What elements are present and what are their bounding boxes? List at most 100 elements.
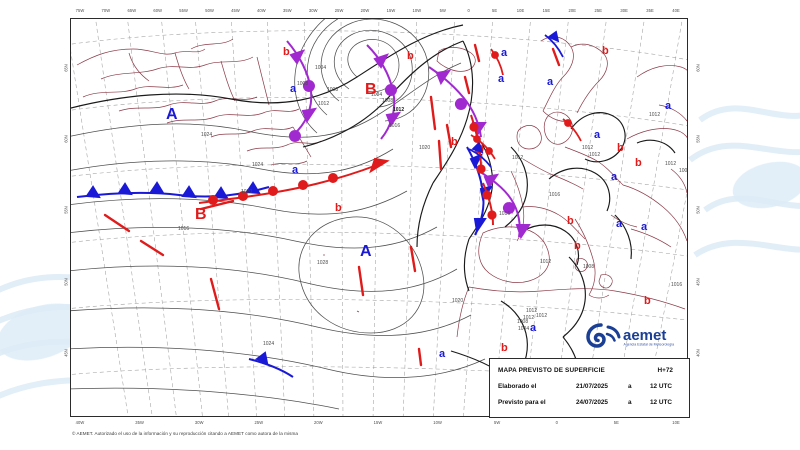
longitude-tick: 25E [594,8,603,13]
isobar-label: 1028 [317,260,329,266]
longitude-tick: 10E [672,420,680,425]
isobar-label: 1012 [536,313,548,319]
isobar-label: 1020 [452,298,464,304]
longitude-tick: 70W [101,8,111,13]
isobar-label: 1016 [671,282,683,288]
legend-valid-at: a [628,399,632,406]
isobar-label: 1024 [201,132,213,138]
longitude-tick: 25W [254,420,264,425]
isobar-label: 1012 [512,155,524,161]
isobar-label: 1016 [549,192,561,198]
legend-valid-label: Previsto para el [498,399,546,406]
longitude-tick: 40E [672,8,680,13]
pressure-centre-a-1: A [360,243,372,260]
pressure-centre-a-28: a [641,221,648,233]
isobar-label: 1008 [517,319,529,325]
longitude-tick: 15E [542,8,551,13]
cold-front-europe [248,146,494,378]
isobar-label: 1012 [523,315,535,321]
aemet-subtitle: Agencia Estatal de Meteorología [624,343,675,347]
pressure-centre-a-22: a [501,47,508,59]
isobar-label: 1012 [540,259,552,265]
longitude-tick: 0 [467,8,470,13]
legend-issued-row: Elaborado el 21/07/2025 a 12 UTC [498,380,683,393]
longitude-tick: 35W [135,420,144,425]
isobar-label: 1008 [382,98,394,104]
pressure-centre-b-9: b [407,50,414,62]
pressure-centre-b-15: b [501,342,508,354]
latitude-tick: 55N [695,135,701,143]
latitude-tick: 40N [695,349,701,357]
warm-front [198,157,390,205]
pressure-centre-b-7: b [335,202,342,214]
longitude-tick: 45W [231,8,240,13]
pressure-centre-a-29: a [530,322,537,334]
longitude-tick: 50W [205,8,214,13]
isobar-label: 1012 [589,152,601,158]
legend-issued-time: 12 UTC [650,383,673,390]
pressure-centre-a-27: a [616,218,623,230]
pressure-centre-b-8: b [602,45,609,57]
longitude-tick: 5E [613,420,619,425]
aemet-wordmark: aemet [623,327,666,344]
longitude-tick: 55W [179,8,188,13]
legend-valid-row: Previsto para el 24/07/2025 a 12 UTC [498,396,683,409]
longitude-tick: 65W [127,8,137,13]
map-frame: AABBBbbbbbbbbbbbbbaaaaaaaaaaaaaa 1024101… [70,18,688,417]
isobar-label: 1004 [315,65,327,71]
longitude-tick: 30W [194,420,204,425]
longitude-tick: 10E [516,8,525,13]
longitude-tick: 0 [555,420,558,425]
isobar-label: 1012 [665,161,677,167]
pressure-centre-b-2: B [195,206,207,223]
isobar-label: 1020 [419,145,431,151]
pressure-centre-a-20: a [498,73,505,85]
pressure-centre-a-25: a [594,129,601,141]
pressure-centre-a-30: a [439,348,446,360]
aemet-logo[interactable]: aemet Agencia Estatal de Meteorología [586,320,686,350]
legend-title-row: MAPA PREVISTO DE SUPERFICIE H+72 [498,364,683,377]
isobar-label: 1012 [393,107,405,113]
legend-issued-at: a [628,383,632,390]
isobar-label: 1008 [327,87,339,93]
longitude-tick: 30W [308,8,318,13]
latitude-tick: 55N [63,206,69,215]
legend-box: MAPA PREVISTO DE SUPERFICIE H+72 Elabora… [489,358,690,418]
pressure-centre-a-18: a [292,164,299,176]
isobar-label: 1016 [499,211,511,217]
isobar-label: 1016 [389,123,401,129]
isobar-label: 1020 [241,189,253,195]
latitude-tick: 45N [695,277,701,286]
longitude-tick: 10W [412,8,422,13]
aemet-spiral-icon [586,323,621,348]
latitude-tick: 60N [63,135,69,143]
isobar-label: 1008 [679,168,688,174]
pressure-centre-b-5: b [283,46,290,58]
longitude-tick: 30E [620,8,628,13]
longitude-tick: 20W [314,420,323,425]
longitude-tick: 20W [360,8,370,13]
longitude-tick: 40W [75,420,85,425]
longitude-tick: 5W [494,420,501,425]
longitude-tick: 60W [153,8,163,13]
pressure-centre-a-0: A [166,106,178,123]
pressure-centre-a-19: a [290,83,297,95]
isobar-label: 1016 [178,226,190,232]
longitude-tick: 25W [334,8,344,13]
legend-forecast-horizon: H+72 [657,367,673,374]
legend-title: MAPA PREVISTO DE SUPERFICIE [498,367,605,374]
isobars [71,19,486,410]
isobars-bold [71,24,676,380]
latitude-tick: 60N [695,64,701,72]
pressure-centre-b-6: b [451,136,458,148]
weather-chart[interactable]: AABBBbbbbbbbbbbbbbaaaaaaaaaaaaaa 1024101… [70,18,688,417]
longitude-tick: 75W [75,8,85,13]
pressure-centre-b-14: b [635,157,642,169]
latitude-tick: 50N [63,277,69,286]
isobar-label: 1012 [582,145,594,151]
pressure-centre-a-21: a [547,76,554,88]
pressure-centre-b-13: b [574,240,581,252]
fronts-east-warm [470,48,582,160]
pressure-centre-b-3: B [365,81,377,98]
pressure-centre-b-10: b [617,142,624,154]
